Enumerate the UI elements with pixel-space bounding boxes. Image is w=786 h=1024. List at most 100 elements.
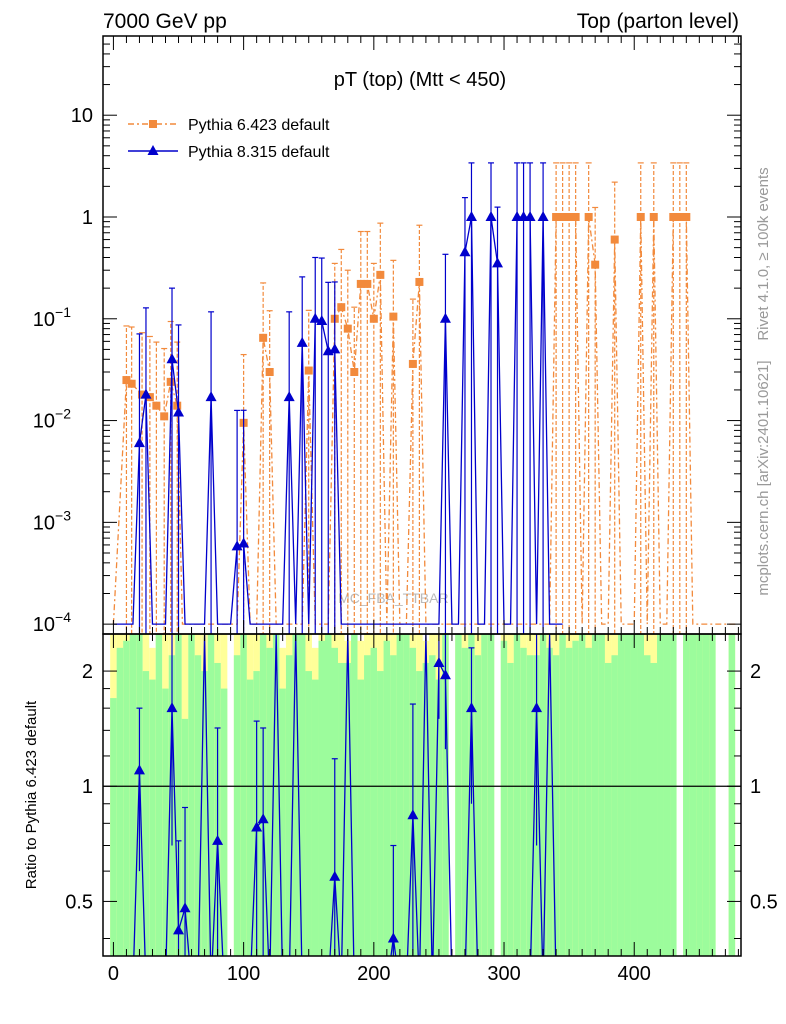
- pythia6-point-2: [127, 379, 136, 388]
- main-y-tick-label-1: 10−3: [33, 507, 71, 534]
- pythia6-point-36: [350, 367, 359, 376]
- ratio-inner-band-70: [585, 647, 592, 956]
- ratio-inner-band-72: [598, 634, 605, 956]
- chart-labels-group: pT (top) (Mtt < 450) Ratio to Pythia 6.42…: [23, 69, 506, 889]
- ratio-inner-band-19: [240, 634, 247, 956]
- ratio-inner-band-69: [578, 634, 586, 956]
- main-y-tick-label-3: 10−1: [33, 304, 71, 331]
- pythia6-point-76: [610, 235, 619, 244]
- ratio-y-tick-label-left-1: 1: [82, 776, 93, 798]
- pythia8-point-32: [316, 315, 328, 326]
- ratio-inner-band-66: [559, 634, 566, 956]
- ratio-inner-band-44: [403, 634, 410, 956]
- ratio-inner-band-39: [370, 647, 378, 956]
- ratio-point-31: [329, 870, 341, 881]
- main-y-tick-label-5: 10: [71, 105, 93, 127]
- ratio-inner-band-48: [429, 655, 436, 956]
- ratio-inner-band-10: [175, 634, 182, 956]
- ratio-inner-band-27: [292, 634, 299, 956]
- pythia8-point-15: [205, 391, 217, 402]
- ratio-inner-band-32: [324, 634, 332, 956]
- ratio-inner-band-60: [520, 647, 527, 956]
- ratio-inner-band-73: [604, 662, 612, 956]
- ratio-plot-frame: [102, 633, 742, 957]
- pythia8-point-5: [140, 388, 152, 399]
- ratio-point-7: [173, 924, 185, 935]
- ratio-inner-band-40: [377, 671, 384, 956]
- ratio-point-40: [387, 932, 399, 943]
- pythia6-point-40: [376, 270, 385, 279]
- ratio-inner-band-1: [116, 647, 124, 956]
- ratio-inner-band-13: [194, 655, 202, 956]
- ratio-inner-band-47: [422, 662, 430, 956]
- ratio-inner-band-84: [683, 634, 690, 956]
- ratio-inner-band-24: [272, 634, 280, 956]
- ratio-inner-band-8: [162, 688, 169, 956]
- pythia8-point-58: [485, 210, 497, 221]
- pythia8-point-10: [173, 406, 185, 417]
- ratio-inner-band-18: [233, 655, 241, 956]
- ratio-point-8: [179, 902, 191, 913]
- ratio-inner-band-64: [546, 647, 553, 956]
- ratio-inner-band-81: [657, 634, 664, 956]
- pythia6-point-34: [337, 303, 346, 312]
- main-plot-area: [112, 162, 736, 634]
- mcplots-reference-label: mcplots.cern.ch [arXiv:2401.10621]: [755, 360, 772, 595]
- ratio-point-6: [166, 702, 178, 713]
- legend-label-pythia8: Pythia 8.315 default: [188, 144, 330, 161]
- pythia6-point-37: [356, 279, 365, 288]
- pythia8-point-31: [309, 312, 321, 323]
- ratio-point-13: [212, 834, 224, 845]
- ratio-point-52: [465, 702, 477, 713]
- ratio-point-48: [439, 669, 451, 680]
- ratio-inner-band-6: [149, 679, 156, 956]
- pythia8-point-29: [296, 336, 308, 347]
- pythia8-point-19: [231, 540, 243, 551]
- ratio-inner-band-65: [552, 655, 560, 956]
- ratio-inner-band-63: [539, 634, 547, 956]
- pythia8-point-9: [166, 353, 178, 364]
- ratio-inner-band-59: [513, 634, 521, 956]
- ratio-inner-band-78: [637, 634, 644, 956]
- ratio-inner-band-89: [728, 634, 736, 956]
- pythia6-point-73: [591, 260, 600, 269]
- ratio-inner-band-57: [500, 640, 508, 956]
- x-tick-label-4: 400: [618, 963, 651, 985]
- ratio-point-62: [531, 702, 543, 713]
- ratio-inner-band-7: [155, 634, 163, 956]
- ratio-point-20: [257, 813, 269, 824]
- ratio-inner-band-38: [364, 655, 371, 956]
- plot-watermark: MC_FBA_TTBAR: [338, 590, 448, 606]
- pythia6-point-29: [304, 366, 313, 375]
- pythia6-point-39: [369, 314, 378, 323]
- ratio-inner-band-34: [338, 662, 345, 956]
- ratio-inner-band-51: [455, 634, 462, 956]
- pythia6-point-45: [408, 359, 417, 368]
- ratio-inner-band-28: [298, 634, 306, 956]
- ratio-inner-band-36: [351, 634, 358, 956]
- ratio-inner-band-29: [305, 671, 312, 956]
- ratio-inner-band-80: [650, 662, 658, 956]
- pythia6-point-82: [649, 212, 658, 221]
- pythia8-point-51: [439, 312, 451, 323]
- main-y-tick-exponent-3: −1: [55, 304, 71, 320]
- pythia6-point-72: [584, 212, 593, 221]
- ratio-point-47: [433, 656, 445, 667]
- pythia6-point-67: [552, 212, 561, 221]
- ratio-inner-band-82: [663, 634, 671, 956]
- pythia6-point-46: [415, 277, 424, 286]
- pythia6-point-87: [682, 212, 691, 221]
- x-tick-label-3: 300: [487, 963, 520, 985]
- ratio-inner-band-86: [696, 634, 703, 956]
- ratio-inner-band-41: [383, 640, 391, 956]
- ratio-inner-band-49: [435, 679, 443, 956]
- ratio-y-tick-label-right-2: 2: [750, 661, 761, 683]
- pythia6-point-69: [565, 212, 574, 221]
- ratio-inner-band-0: [110, 698, 117, 956]
- ratio-inner-band-15: [207, 634, 215, 956]
- pythia6-point-35: [343, 324, 352, 333]
- pythia8-point-66: [537, 210, 549, 221]
- pythia6-point-23: [265, 367, 274, 376]
- ratio-inner-band-2: [123, 640, 130, 956]
- ratio-inner-band-25: [279, 688, 286, 956]
